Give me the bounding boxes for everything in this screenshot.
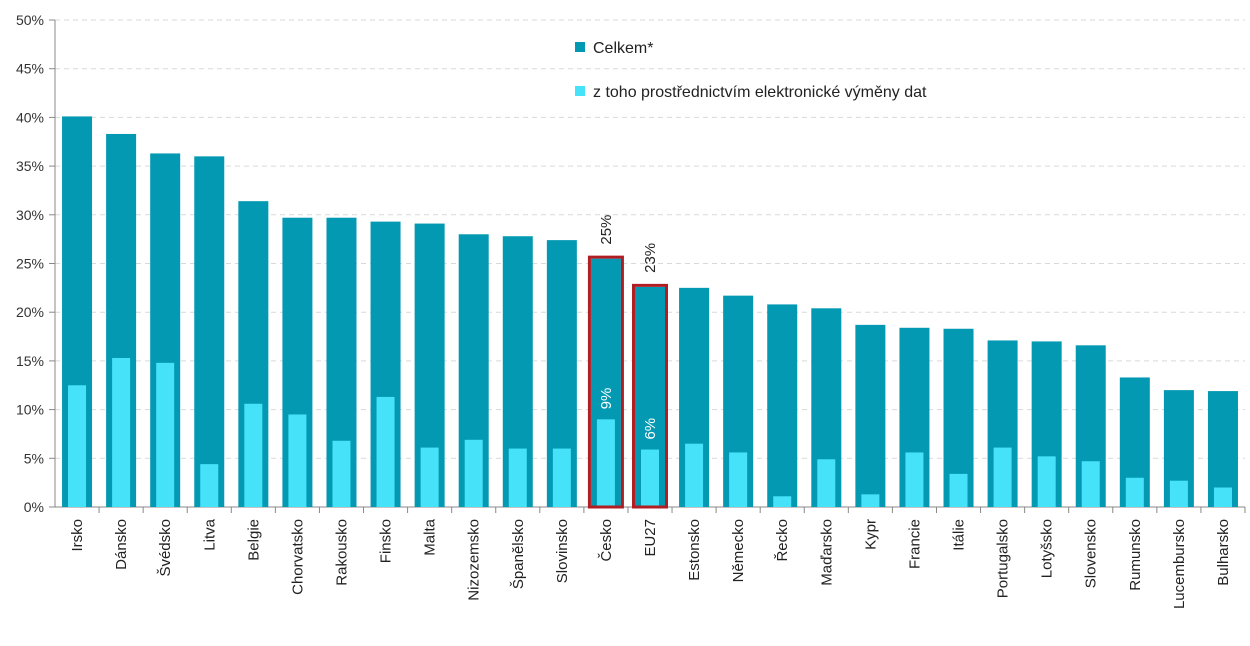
legend-label-total: Celkem* bbox=[593, 40, 653, 57]
category-labels: Irsko Dánsko Švédsko Litva Belgie Chorvatsko R… bbox=[69, 507, 1246, 609]
bar-edi bbox=[817, 459, 836, 507]
category-label: Belgie bbox=[245, 519, 262, 561]
data-label-total: 25% bbox=[598, 215, 615, 245]
bar-edi bbox=[552, 448, 571, 507]
category-label: Portugalsko bbox=[995, 519, 1012, 598]
bar-edi bbox=[773, 496, 792, 507]
category-label: Slovensko bbox=[1083, 519, 1100, 588]
bar-edi bbox=[685, 443, 704, 507]
bar-edi bbox=[420, 447, 439, 507]
category-label: Estonsko bbox=[686, 519, 703, 581]
category-label: Litva bbox=[201, 518, 218, 550]
bar-edi bbox=[464, 439, 483, 507]
bar-edi bbox=[508, 448, 527, 507]
bar-edi bbox=[949, 473, 968, 507]
category-label: EU27 bbox=[642, 519, 659, 557]
category-label: Německo bbox=[730, 519, 747, 582]
legend: Celkem* z toho prostřednictvím elektroni… bbox=[575, 40, 927, 101]
data-label-total: 23% bbox=[642, 243, 659, 273]
bars bbox=[62, 116, 1238, 509]
legend-label-edi: z toho prostřednictvím elektronické výmě… bbox=[593, 84, 927, 101]
bar-edi bbox=[112, 357, 131, 507]
bar-edi bbox=[861, 494, 880, 507]
data-label-edi: 6% bbox=[642, 418, 659, 440]
category-label: Kypr bbox=[862, 519, 879, 550]
legend-swatch-total bbox=[575, 42, 585, 52]
y-tick-label: 5% bbox=[24, 450, 44, 466]
category-label: Irsko bbox=[69, 519, 86, 552]
y-tick-label: 20% bbox=[16, 304, 44, 320]
bar-edi bbox=[244, 403, 263, 507]
category-label: Česko bbox=[598, 519, 615, 562]
bar-edi bbox=[905, 452, 924, 507]
category-label: Slovinsko bbox=[554, 519, 571, 583]
category-label: Nizozemsko bbox=[466, 519, 483, 601]
bar-edi bbox=[288, 414, 307, 507]
y-tick-label: 50% bbox=[16, 12, 44, 28]
y-tick-label: 10% bbox=[16, 402, 44, 418]
bar-edi bbox=[200, 464, 219, 507]
bar-edi bbox=[332, 440, 351, 507]
bar-total bbox=[194, 156, 225, 508]
category-label: Chorvatsko bbox=[289, 519, 306, 595]
bar-edi bbox=[376, 396, 395, 507]
bar-edi bbox=[641, 449, 659, 507]
bar-edi bbox=[68, 385, 87, 507]
category-label: Rumunsko bbox=[1127, 519, 1144, 591]
category-label: Rakousko bbox=[333, 519, 350, 586]
bar-edi bbox=[993, 447, 1012, 507]
data-label-edi: 9% bbox=[598, 388, 615, 410]
y-tick-label: 15% bbox=[16, 353, 44, 369]
bar-total bbox=[855, 324, 886, 507]
data-labels: 25% 9% 23% 6% bbox=[598, 215, 659, 440]
bar-edi bbox=[596, 419, 615, 507]
category-label: Malta bbox=[422, 518, 439, 555]
bar-edi bbox=[1081, 461, 1100, 507]
category-label: Francie bbox=[906, 519, 923, 569]
bar-edi bbox=[1125, 477, 1144, 507]
category-label: Lotyšsko bbox=[1039, 519, 1056, 578]
category-label: Švédsko bbox=[157, 519, 174, 577]
category-label: Řecko bbox=[774, 519, 791, 562]
y-tick-label: 35% bbox=[16, 158, 44, 174]
y-tick-label: 45% bbox=[16, 61, 44, 77]
bar-edi bbox=[1213, 487, 1232, 507]
y-tick-label: 40% bbox=[16, 109, 44, 125]
bar-edi bbox=[156, 362, 175, 507]
bar-edi bbox=[1169, 480, 1188, 507]
category-label: Lucembursko bbox=[1171, 519, 1188, 609]
bar-edi bbox=[1037, 456, 1056, 507]
category-label: Finsko bbox=[378, 519, 395, 563]
bar-edi bbox=[729, 452, 748, 507]
legend-swatch-edi bbox=[575, 86, 585, 96]
y-tick-label: 25% bbox=[16, 256, 44, 272]
highlight-outline bbox=[632, 283, 668, 509]
category-label: Dánsko bbox=[113, 519, 130, 570]
y-tick-label: 30% bbox=[16, 207, 44, 223]
category-label: Maďarsko bbox=[818, 519, 835, 586]
category-label: Španělsko bbox=[510, 519, 527, 589]
category-label: Itálie bbox=[951, 519, 968, 551]
bar-total bbox=[767, 304, 798, 507]
y-tick-label: 0% bbox=[24, 499, 44, 515]
category-label: Bulharsko bbox=[1215, 519, 1232, 586]
highlight-outline bbox=[587, 255, 624, 509]
